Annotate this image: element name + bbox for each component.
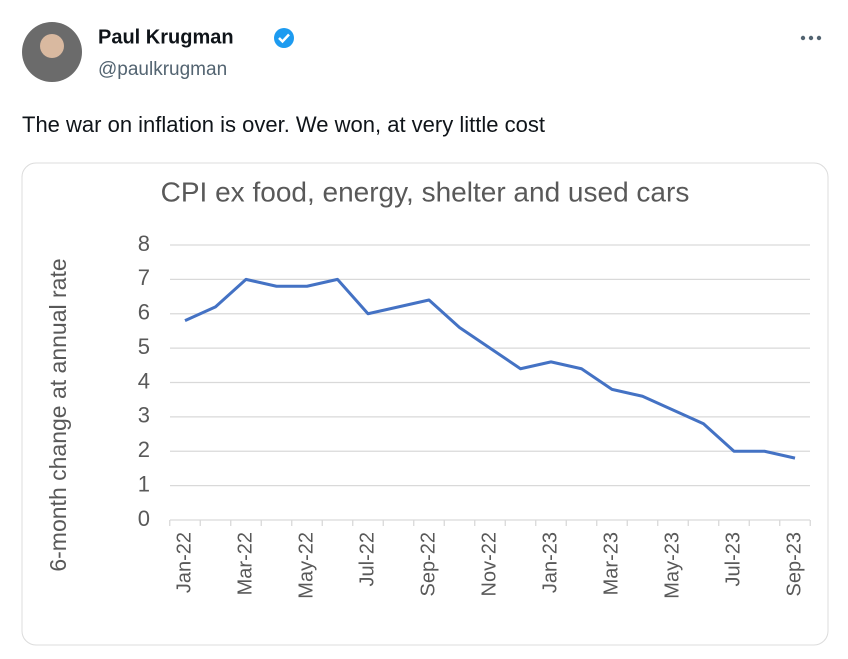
y-axis-label: 6-month change at annual rate (45, 258, 71, 572)
y-tick-label: 5 (138, 334, 150, 359)
y-tick-label: 1 (138, 471, 150, 496)
chart-title: CPI ex food, energy, shelter and used ca… (161, 176, 690, 207)
x-tick-label: Sep-22 (417, 532, 439, 597)
x-tick-label: Jul-22 (356, 532, 378, 586)
x-tick-label: Sep-23 (783, 532, 805, 597)
x-tick-label: May-22 (295, 532, 317, 599)
avatar-face (40, 34, 64, 58)
x-tick-label: Mar-22 (234, 532, 256, 595)
data-line (184, 277, 796, 460)
y-tick-label: 7 (138, 265, 150, 290)
x-tick-label: Jul-23 (722, 532, 744, 586)
y-tick-label: 8 (138, 231, 150, 256)
y-tick-label: 3 (138, 403, 150, 428)
verified-badge (274, 28, 294, 48)
handle[interactable]: @paulkrugman (98, 59, 227, 80)
display-name[interactable]: Paul Krugman (98, 26, 234, 48)
x-tick-label: Jan-22 (173, 532, 195, 593)
y-tick-label: 4 (138, 368, 150, 393)
y-tick-label: 0 (138, 506, 150, 531)
chart-card[interactable] (21, 162, 829, 646)
x-tick-label: Jan-23 (539, 532, 561, 593)
x-tick-label: Nov-22 (478, 532, 500, 596)
y-tick-label: 2 (138, 437, 150, 462)
more-menu[interactable] (800, 35, 822, 41)
tweet-text: The war on inflation is over. We won, at… (22, 112, 545, 137)
x-tick-label: May-23 (661, 532, 683, 599)
y-tick-label: 6 (138, 300, 150, 325)
x-tick-label: Mar-23 (600, 532, 622, 595)
